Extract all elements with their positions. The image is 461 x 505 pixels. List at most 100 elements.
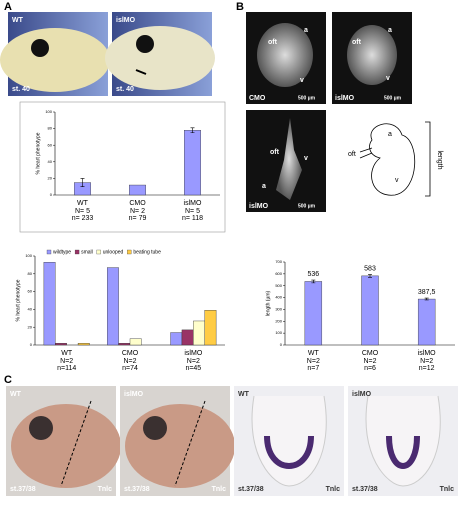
- y-tick-label: 700: [275, 259, 282, 264]
- x-tick-label: CMO: [362, 350, 379, 357]
- label: oft: [348, 151, 356, 158]
- scale-label: 500 µm: [298, 203, 316, 209]
- bar: [118, 343, 131, 346]
- y-axis-label: length (µm): [265, 290, 271, 316]
- sample-size: n= 79: [129, 215, 147, 222]
- bar: [43, 262, 56, 346]
- y-tick-label: 40: [48, 159, 53, 164]
- y-tick-label: 80: [48, 126, 53, 131]
- genotype-label: WT: [10, 391, 22, 398]
- marker-label: Tnlc: [98, 486, 112, 493]
- genotype-label: islMO: [352, 391, 372, 398]
- sample-size: n=6: [364, 365, 376, 372]
- y-tick-label: 100: [25, 253, 32, 258]
- y-tick-label: 0: [30, 342, 33, 347]
- sample-size: n=12: [419, 365, 435, 372]
- legend-swatch: [46, 249, 52, 255]
- stage-label: st.37/38: [10, 486, 36, 493]
- sample-size: N= 5: [75, 208, 90, 215]
- label: v: [386, 75, 390, 82]
- genotype-label: WT: [12, 17, 24, 24]
- label: a: [304, 27, 308, 34]
- bar: [129, 184, 146, 196]
- sample-size: N=2: [123, 358, 136, 365]
- sample-size: n=114: [57, 365, 76, 372]
- photo: oft a v islMO 500 µm: [332, 12, 412, 104]
- photo: WT st.37/38 Tnlc: [6, 386, 121, 496]
- label: v: [304, 155, 308, 162]
- bar: [361, 275, 379, 346]
- scale-label: 500 µm: [298, 95, 316, 101]
- bar: [181, 329, 194, 346]
- y-tick-label: 20: [28, 324, 33, 329]
- heart-diagram: oft a v length: [348, 121, 443, 197]
- x-tick-label: islMO: [184, 200, 202, 207]
- cut-line: [60, 400, 92, 487]
- embryo: [125, 404, 235, 488]
- sample-size: N=2: [420, 358, 433, 365]
- y-tick-label: 0: [50, 192, 53, 197]
- photo: oft v a islMO 500 µm: [246, 110, 326, 212]
- scale-label: 500 µm: [384, 95, 402, 101]
- bar: [417, 298, 436, 346]
- label: length: [436, 150, 443, 169]
- label: a: [388, 131, 392, 138]
- bar: [184, 130, 201, 196]
- photo: WT st. 40: [0, 12, 110, 96]
- y-tick-label: 100: [275, 330, 282, 335]
- stain: [264, 435, 314, 469]
- legend-label: beating tube: [133, 249, 161, 255]
- x-tick-label: WT: [308, 350, 320, 357]
- x-tick-label: islMO: [418, 350, 436, 357]
- panel-label: B: [236, 1, 244, 13]
- bar: [170, 332, 183, 346]
- sample-size: N=2: [187, 358, 200, 365]
- sample-size: N=2: [363, 358, 376, 365]
- bar: [77, 343, 90, 346]
- cut-line: [174, 400, 206, 487]
- embryo: [11, 404, 121, 488]
- sample-size: N=2: [60, 358, 73, 365]
- sample-size: n=45: [185, 365, 201, 372]
- label: oft: [270, 149, 280, 156]
- panel-label: A: [4, 1, 12, 13]
- genotype-label: islMO: [335, 95, 355, 102]
- marker-label: Tnlc: [440, 486, 454, 493]
- label: a: [388, 27, 392, 34]
- genotype-label: WT: [238, 391, 250, 398]
- stage-label: st. 40: [116, 86, 134, 93]
- section: [365, 395, 441, 487]
- error-bar: [424, 297, 429, 301]
- x-tick-label: WT: [61, 350, 73, 357]
- stage-label: st. 40: [12, 86, 30, 93]
- photo: islMO st.37/38 Tnlc: [120, 386, 235, 496]
- legend-swatch: [96, 249, 101, 255]
- x-tick-label: CMO: [129, 200, 146, 207]
- error-bar: [311, 279, 316, 284]
- sample-size: N=2: [307, 358, 320, 365]
- genotype-label: islMO: [124, 391, 144, 398]
- x-tick-label: WT: [77, 200, 89, 207]
- sample-size: n=74: [122, 365, 138, 372]
- y-tick-label: 200: [275, 318, 282, 323]
- stage-label: st.37/38: [352, 486, 378, 493]
- value-label: 583: [364, 265, 376, 272]
- label: a: [262, 183, 266, 190]
- marker-label: Tnlc: [326, 486, 340, 493]
- genotype-label: CMO: [249, 95, 266, 102]
- label: v: [300, 77, 304, 84]
- eye: [29, 416, 53, 440]
- y-tick-label: 100: [45, 109, 52, 114]
- eye: [143, 416, 167, 440]
- y-axis-label: % heart phenotype: [35, 132, 41, 174]
- panel-label: C: [4, 374, 12, 386]
- legend-swatch: [127, 249, 132, 255]
- photo: islMO st.37/38 Tnlc: [348, 386, 458, 496]
- error-bar: [190, 127, 195, 134]
- bar: [304, 281, 323, 346]
- y-tick-label: 20: [48, 175, 53, 180]
- photo: oft a v CMO 500 µm: [246, 12, 326, 104]
- error-bar: [368, 274, 372, 278]
- genotype-label: islMO: [116, 17, 136, 24]
- x-tick-label: CMO: [122, 350, 139, 357]
